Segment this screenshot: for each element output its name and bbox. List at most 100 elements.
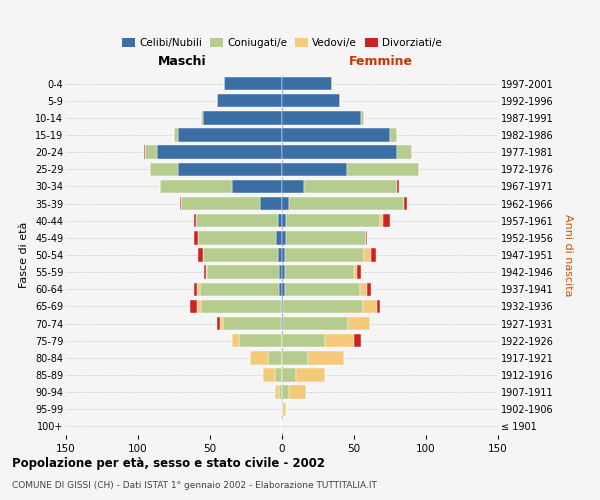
Text: COMUNE DI GISSI (CH) - Dati ISTAT 1° gennaio 2002 - Elaborazione TUTTITALIA.IT: COMUNE DI GISSI (CH) - Dati ISTAT 1° gen… [12,481,377,490]
Bar [289,197,404,210]
Bar [308,351,344,364]
Bar [174,128,178,141]
Bar [285,266,354,279]
Bar [144,146,145,159]
Bar [200,282,279,296]
Bar [282,94,340,108]
Bar [190,300,197,313]
Bar [199,248,203,262]
Bar [283,402,286,416]
Bar [279,386,282,399]
Text: Popolazione per età, sesso e stato civile - 2002: Popolazione per età, sesso e stato civil… [12,458,325,470]
Bar [283,300,362,313]
Bar [365,231,367,244]
Bar [180,197,181,210]
Bar [282,214,286,228]
Bar [286,231,365,244]
Bar [282,334,325,347]
Bar [380,214,383,228]
Bar [282,128,390,141]
Bar [282,77,332,90]
Bar [347,162,419,176]
Bar [285,282,360,296]
Bar [282,248,285,262]
Bar [282,231,286,244]
Bar [178,128,282,141]
Bar [279,282,282,296]
Bar [160,180,232,193]
Bar [282,386,289,399]
Bar [224,77,282,90]
Bar [397,146,412,159]
Bar [367,282,371,296]
Bar [268,351,282,364]
Bar [197,282,200,296]
Bar [239,334,282,347]
Bar [232,334,239,347]
Bar [404,197,407,210]
Legend: Celibi/Nubili, Coniugati/e, Vedovi/e, Divorziati/e: Celibi/Nubili, Coniugati/e, Vedovi/e, Di… [118,34,446,52]
Bar [145,146,157,159]
Bar [281,300,282,313]
Bar [203,248,278,262]
Text: Femmine: Femmine [349,55,413,68]
Bar [361,111,364,124]
Bar [348,317,370,330]
Bar [362,300,377,313]
Bar [204,266,206,279]
Bar [232,180,282,193]
Bar [286,214,380,228]
Bar [281,317,282,330]
Bar [250,351,268,364]
Bar [397,180,398,193]
Bar [276,231,282,244]
Bar [278,248,282,262]
Bar [203,111,282,124]
Bar [279,266,282,279]
Bar [354,334,361,347]
Bar [390,128,397,141]
Bar [220,317,223,330]
Bar [282,146,397,159]
Bar [202,300,281,313]
Bar [260,197,282,210]
Bar [194,214,196,228]
Bar [275,368,282,382]
Bar [282,300,283,313]
Bar [282,282,285,296]
Bar [197,300,202,313]
Bar [357,266,361,279]
Bar [377,300,380,313]
Bar [282,266,285,279]
Bar [282,317,283,330]
Bar [282,368,296,382]
Bar [282,402,283,416]
Y-axis label: Anni di nascita: Anni di nascita [563,214,573,296]
Bar [283,317,348,330]
Bar [282,351,308,364]
Bar [364,248,371,262]
Bar [278,214,282,228]
Y-axis label: Fasce di età: Fasce di età [19,222,29,288]
Bar [383,214,390,228]
Bar [325,334,354,347]
Bar [149,162,178,176]
Text: Maschi: Maschi [158,55,207,68]
Bar [304,180,397,193]
Bar [263,368,275,382]
Bar [206,266,207,279]
Bar [275,386,279,399]
Bar [196,214,278,228]
Bar [282,197,289,210]
Bar [282,111,361,124]
Bar [282,162,347,176]
Bar [354,266,357,279]
Bar [194,231,199,244]
Bar [217,317,220,330]
Bar [289,386,307,399]
Bar [157,146,282,159]
Bar [223,317,281,330]
Bar [202,111,203,124]
Bar [296,368,325,382]
Bar [178,162,282,176]
